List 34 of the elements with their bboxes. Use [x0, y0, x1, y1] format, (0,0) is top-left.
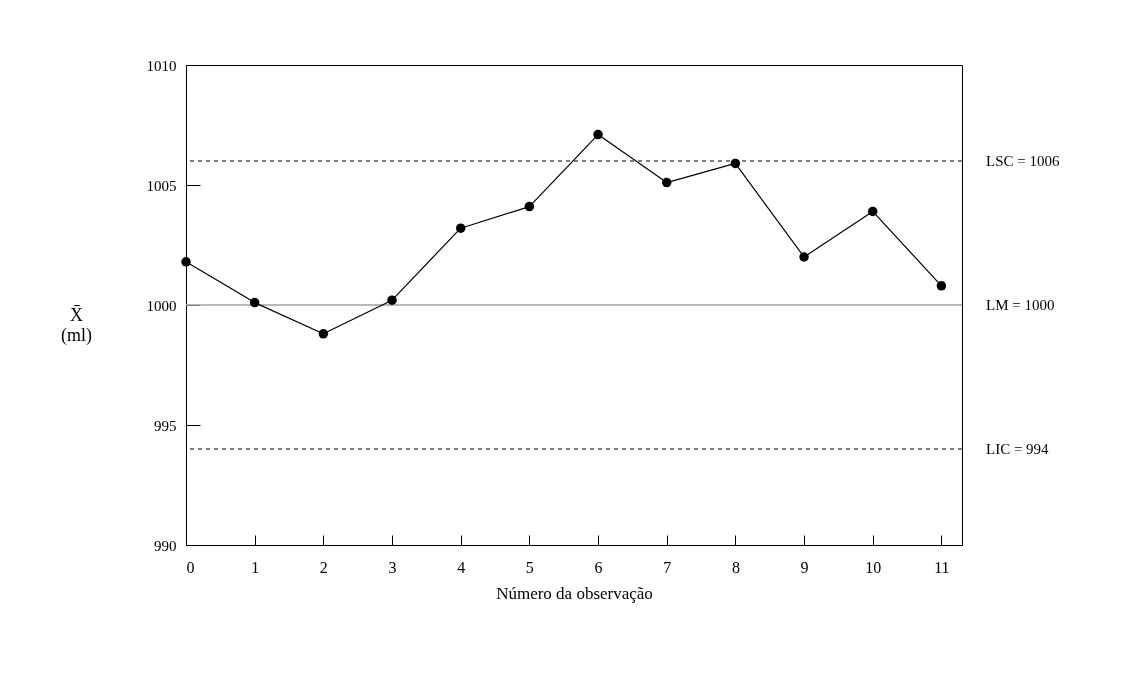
y-tick-label: 1000	[146, 297, 177, 314]
point	[387, 295, 397, 305]
point	[936, 281, 947, 291]
x-tick-label: 0	[186, 558, 195, 576]
point	[799, 252, 809, 262]
x-tick-label: 9	[800, 558, 809, 576]
point	[455, 223, 466, 233]
y-tick-label: 990	[154, 537, 177, 554]
x-tick-label: 2	[319, 558, 328, 576]
point	[730, 158, 741, 169]
point	[593, 129, 603, 140]
y-tick-label: 1010	[146, 57, 177, 74]
x-tick-label: 11	[934, 558, 950, 576]
point	[661, 177, 672, 188]
y-axis-title: X̄ (ml)	[61, 304, 92, 346]
point	[524, 201, 535, 212]
ref-line-label: LIC = 994	[986, 441, 1050, 457]
x-tick-label: 10	[865, 558, 882, 576]
y-tick-label: 1005	[146, 177, 177, 194]
point	[181, 257, 191, 267]
point	[249, 297, 260, 308]
x-tick-label: 1	[251, 558, 260, 576]
x-tick-label: 3	[388, 558, 397, 576]
point	[318, 329, 329, 339]
x-tick-label: 7	[663, 558, 672, 576]
ref-line-label: LSC = 1006	[986, 153, 1060, 169]
x-tick-label: 6	[594, 558, 603, 576]
point	[867, 206, 878, 217]
x-axis-title: Número da observação	[496, 583, 653, 603]
ref-line-label: LM = 1000	[986, 297, 1055, 313]
y-tick-label: 995	[154, 417, 177, 434]
x-tick-label: 4	[457, 558, 466, 576]
x-tick-label: 5	[525, 558, 534, 576]
x-tick-label: 8	[731, 558, 740, 576]
